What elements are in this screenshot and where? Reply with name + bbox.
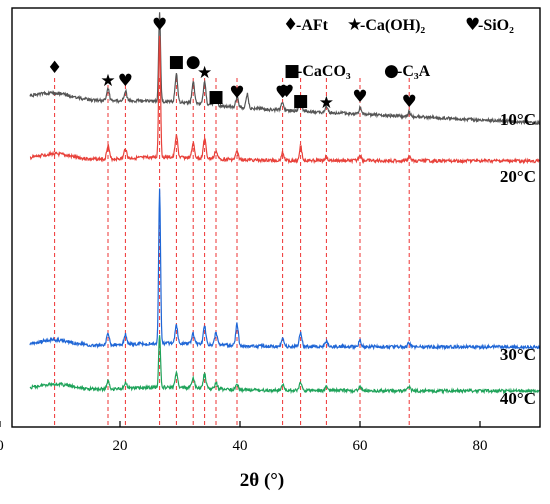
legend-symbol-c3a: ● [384,61,399,81]
legend-label-caoh2: -Ca(OH)₂ [360,17,425,34]
peak-marker: ♥ [402,92,417,112]
curve-label: 30°C [500,345,536,364]
xrd-curve-20c [29,35,540,165]
xrd-curve-30c [29,188,541,351]
legend: ♦ -AFt ★ -Ca(OH)₂ ♥ -SiO₂ ■ -CaCO₃ ● -C₃… [283,15,514,81]
legend-symbol-sio2: ♥ [465,15,480,35]
x-tick-label: 80 [473,438,488,454]
peak-marker: ♥ [118,71,133,91]
peak-marker: ■ [168,52,184,72]
plot-frame [11,7,541,428]
peak-guide-lines [54,78,410,427]
legend-symbol-caco3: ■ [284,61,300,81]
legend-label-sio2: -SiO₂ [478,17,514,34]
peak-marker: ♥ [152,15,167,35]
xrd-curves [29,12,541,395]
curve-label: 10°C [500,110,536,129]
peak-marker: ● [186,52,201,72]
peak-marker: ★ [197,63,212,83]
curve-label: 40°C [500,389,536,408]
peak-marker: ♥ [352,87,367,107]
peak-marker: ♥ [275,83,290,103]
x-tick-label: 60 [353,438,368,454]
legend-label-caco3: -CaCO₃ [297,63,351,80]
peak-marker: ■ [208,87,224,107]
x-axis-ticks: 0 20 40 60 80 [0,421,488,454]
curve-label: 20°C [500,167,536,186]
peak-markers: ♦★ ♥♥■ ●★■ ♥ ♥ ■♥★ ♥ ♥ [47,15,417,113]
x-tick-label: 20 [113,438,128,454]
legend-label-aft: -AFt [296,17,329,34]
peak-marker: ♦ [47,58,62,78]
x-tick-label: 40 [233,438,248,454]
peak-marker: ■ [293,91,309,111]
peak-marker: ♥ [279,82,294,102]
peak-marker: ★ [100,71,115,91]
x-tick-label: 0 [0,438,4,454]
xrd-curve-40c [29,335,541,395]
x-axis-title: 2θ (°) [240,470,284,491]
legend-symbol-aft: ♦ [283,15,298,35]
curve-labels: 10°C 20°C 30°C 40°C [500,110,536,408]
legend-symbol-caoh2: ★ [347,15,362,35]
peak-marker: ★ [319,93,334,113]
xrd-curve-10c [29,12,540,126]
legend-label-c3a: -C₃A [397,63,431,80]
peak-marker: ♥ [229,83,244,103]
